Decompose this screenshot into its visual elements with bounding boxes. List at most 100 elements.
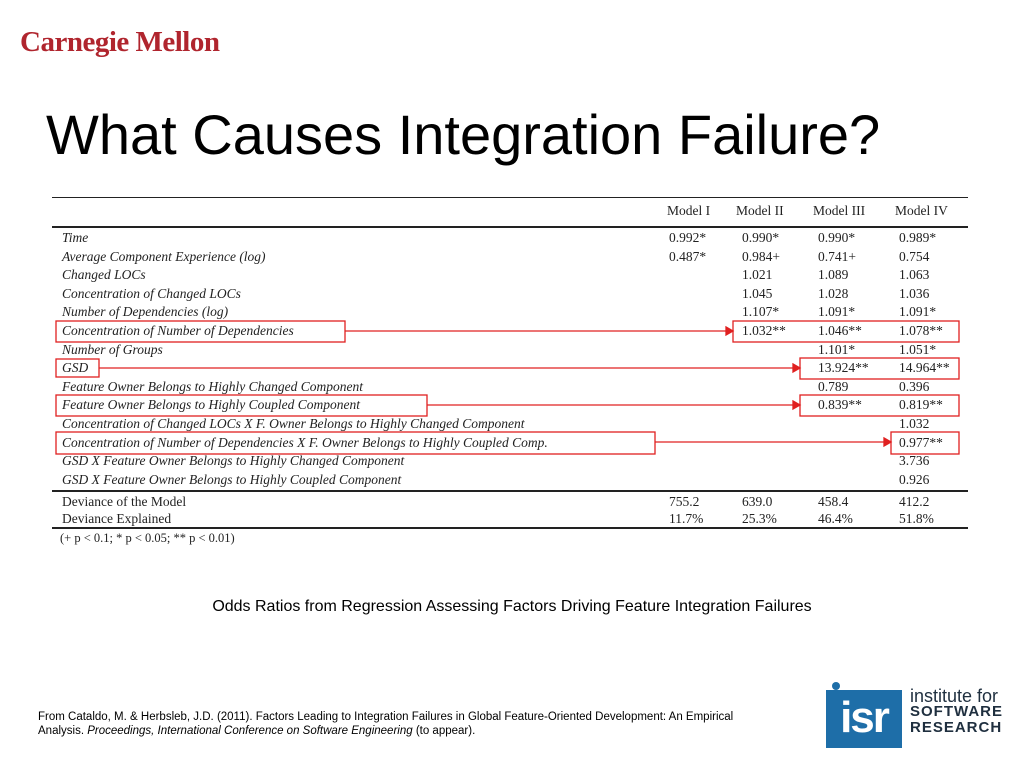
row-label: Concentration of Number of Dependencies — [62, 323, 294, 338]
table-cell: 1.032 — [899, 416, 930, 431]
table-header-rule — [52, 226, 968, 228]
isr-logo-line1: institute for — [910, 686, 999, 706]
table-cell: 1.089 — [818, 267, 849, 283]
table-cell: 46.4% — [818, 511, 853, 526]
citation-suffix: (to appear). — [412, 725, 476, 737]
table-cell: 0.839** — [818, 397, 862, 413]
table-row: Feature Owner Belongs to Highly Coupled … — [52, 397, 968, 415]
table-cell: 3.736 — [899, 453, 930, 469]
highlight-arrow-head — [792, 399, 802, 411]
highlight-arrow-head — [883, 436, 893, 448]
table-cell: 1.032** — [742, 323, 786, 338]
summary-row: Deviance of the Model 755.2 639.0 458.4 412.… — [52, 494, 968, 512]
table-cell: 1.091* — [899, 304, 937, 320]
row-label: GSD — [62, 360, 89, 376]
row-label: GSD X Feature Owner Belongs to Highly Co… — [62, 471, 402, 487]
table-cell: 1.063 — [899, 267, 930, 283]
highlight-box-values — [732, 320, 960, 343]
table-cell: 458.4 — [818, 494, 849, 509]
table-cell: 412.2 — [899, 494, 930, 509]
highlight-arrow-head — [725, 325, 735, 337]
row-label: Concentration of Number of Dependencies … — [62, 434, 548, 450]
table-row: Feature Owner Belongs to Highly Changed … — [52, 379, 968, 397]
table-row: Concentration of Changed LOCs X F. Owner… — [52, 416, 968, 434]
table-cell: 0.992* — [669, 230, 707, 245]
column-header: Model IV — [895, 203, 948, 218]
table-row: GSD X Feature Owner Belongs to Highly Ch… — [52, 453, 968, 471]
row-label: Deviance Explained — [62, 511, 172, 526]
table-cell: 755.2 — [669, 494, 700, 509]
table-row: Time 0.992* 0.990* 0.990* 0.989* — [52, 230, 968, 248]
row-label: Number of Dependencies (log) — [62, 304, 229, 320]
table-top-rule — [52, 197, 968, 198]
row-label: Feature Owner Belongs to Highly Coupled … — [62, 397, 360, 413]
column-header: Model III — [813, 203, 866, 218]
isr-logo-mark: isr — [826, 690, 902, 748]
summary-row: Deviance Explained 11.7% 25.3% 46.4% 51.8% — [52, 511, 968, 529]
table-cell: 0.819** — [899, 397, 943, 413]
table-row: GSD 13.924** 14.964** — [52, 360, 968, 378]
isr-logo-text: institute for SOFTWARE RESEARCH — [910, 686, 1003, 736]
table-row: Changed LOCs 1.021 1.089 1.063 — [52, 267, 968, 285]
table-cell: 0.990* — [818, 230, 856, 245]
table-cell: 0.984+ — [742, 248, 780, 264]
table-row: Concentration of Changed LOCs 1.045 1.028 1… — [52, 286, 968, 304]
row-label: Number of Groups — [62, 341, 163, 357]
table-cell: 11.7% — [669, 511, 704, 526]
citation-venue: Proceedings, International Conference on… — [87, 725, 413, 737]
table-cell: 0.926 — [899, 471, 930, 487]
isr-logo-line2: SOFTWARE — [910, 703, 1003, 720]
table-cell: 1.107* — [742, 304, 780, 320]
slide-title: What Causes Integration Failure? — [46, 103, 881, 166]
row-label: Average Component Experience (log) — [62, 248, 266, 264]
citation: From Cataldo, M. & Herbsleb, J.D. (2011)… — [38, 710, 778, 738]
row-label: GSD X Feature Owner Belongs to Highly Ch… — [62, 453, 405, 469]
highlight-box-label — [55, 358, 100, 378]
highlight-box-label — [55, 320, 346, 343]
table-cell: 1.078** — [899, 323, 943, 338]
table-cell: 0.989* — [899, 230, 937, 245]
table-bottom-rule — [52, 527, 968, 529]
table-row: Concentration of Number of Dependencies 1… — [52, 323, 968, 341]
isr-logo: isr institute for SOFTWARE RESEARCH — [826, 682, 1016, 752]
table-summary-rule — [52, 490, 968, 492]
table-cell: 0.990* — [742, 230, 780, 245]
table-cell: 13.924** — [818, 360, 869, 376]
table-cell: 1.051* — [899, 341, 937, 357]
column-header: Model II — [736, 203, 784, 218]
table-cell: 1.046** — [818, 323, 862, 338]
column-header: Model I — [667, 203, 711, 218]
carnegie-mellon-logo: Carnegie Mellon — [20, 26, 220, 58]
highlight-box-label — [55, 431, 656, 455]
table-cell: 0.396 — [899, 378, 930, 394]
citation-prefix: From Cataldo, M. & Herbsleb, J.D. (2011)… — [38, 711, 734, 737]
highlight-box-values — [890, 431, 960, 455]
table-row: Number of Dependencies (log) 1.107* 1.091*… — [52, 304, 968, 322]
table-cell: 0.977** — [899, 434, 943, 450]
row-label: Time — [62, 230, 89, 245]
table-cell: 0.754 — [899, 248, 930, 264]
table-cell: 0.789 — [818, 378, 849, 394]
table-cell: 1.021 — [742, 267, 773, 283]
table-cell: 1.101* — [818, 341, 856, 357]
table-cell: 1.028 — [818, 285, 849, 301]
table-cell: 1.036 — [899, 285, 930, 301]
highlight-box-values — [799, 394, 960, 417]
row-label: Deviance of the Model — [62, 494, 187, 509]
table-row: Concentration of Number of Dependencies … — [52, 435, 968, 453]
row-label: Concentration of Changed LOCs — [62, 285, 241, 301]
highlight-box-label — [55, 394, 428, 417]
table-cell: 1.045 — [742, 285, 773, 301]
isr-logo-dot — [832, 682, 840, 690]
figure-caption: Odds Ratios from Regression Assessing Fa… — [212, 598, 812, 615]
significance-note: (+ p < 0.1; * p < 0.05; ** p < 0.01) — [60, 531, 235, 545]
table-cell: 25.3% — [742, 511, 777, 526]
table-cell: 51.8% — [899, 511, 934, 526]
table-cell: 1.091* — [818, 304, 856, 320]
table-row: Number of Groups 1.101* 1.051* — [52, 342, 968, 360]
table-cell: 0.741+ — [818, 248, 856, 264]
table-cell: 639.0 — [742, 494, 773, 509]
highlight-box-values — [799, 357, 960, 380]
isr-logo-line3: RESEARCH — [910, 719, 1003, 736]
